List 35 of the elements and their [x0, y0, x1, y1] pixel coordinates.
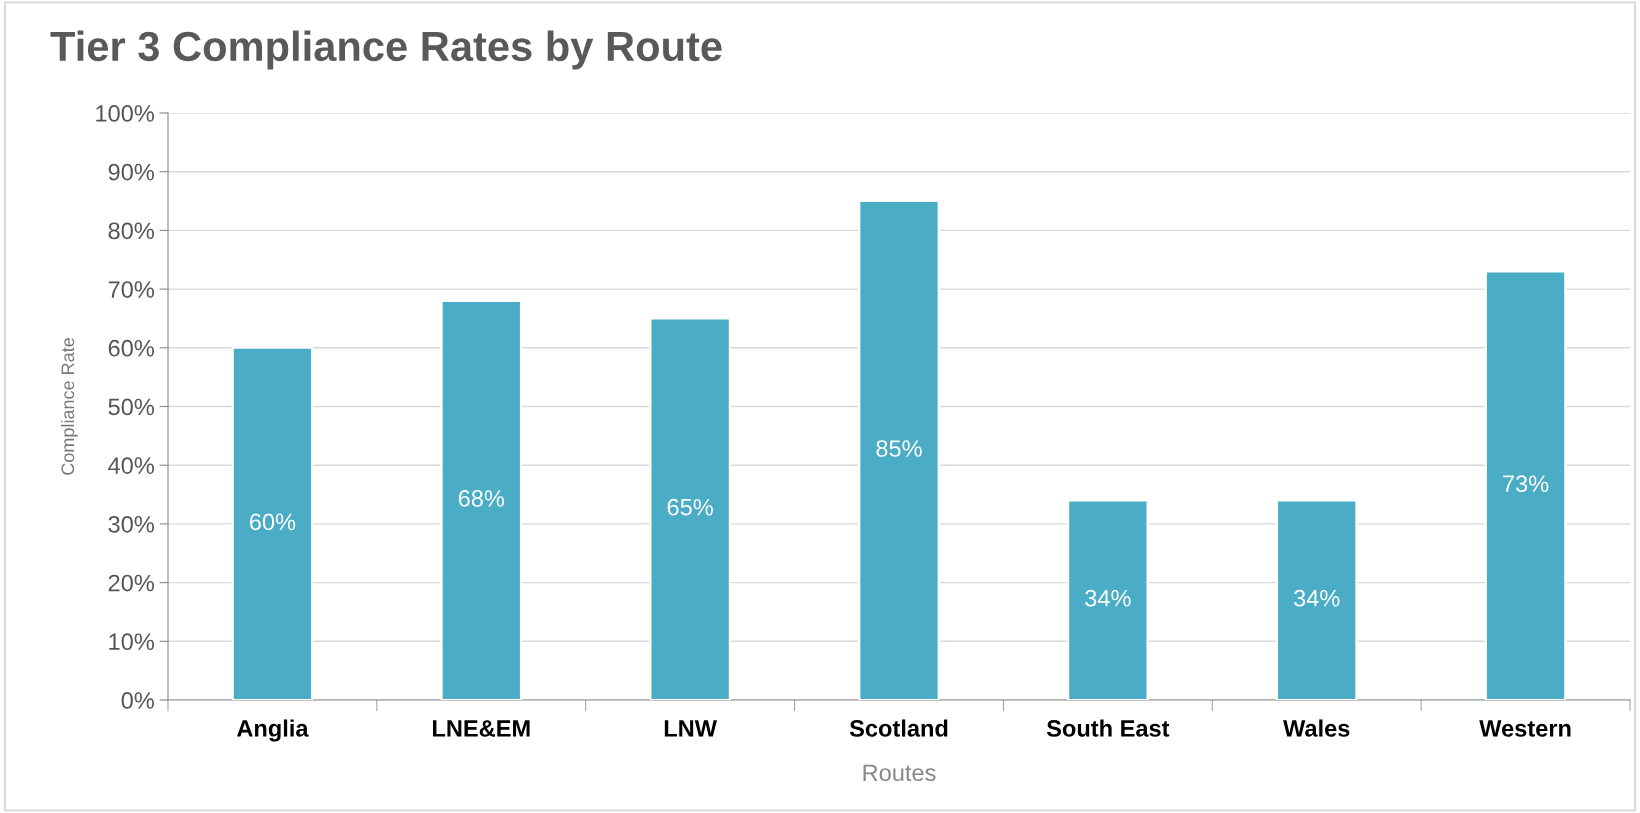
y-tick-label: 40%: [108, 457, 154, 474]
x-tick-label: Anglia: [236, 719, 309, 742]
bar: [858, 200, 940, 700]
y-tick-label: 30%: [108, 515, 154, 533]
bar: [1484, 270, 1567, 700]
x-axis-title: Routes: [863, 764, 936, 782]
y-tick-label: 100%: [96, 105, 154, 122]
y-tick-label: 10%: [109, 633, 154, 651]
y-axis-title: Compliance Rate: [60, 338, 78, 475]
x-tick-label: Western: [1479, 720, 1571, 737]
bar: [1067, 499, 1149, 700]
data-label: 34%: [1293, 589, 1340, 607]
x-tick-label: South East: [1046, 719, 1170, 737]
y-tick-label: 0%: [121, 692, 154, 709]
data-label: 65%: [667, 498, 713, 516]
x-tick-label: LNW: [664, 720, 717, 737]
chart-title: Tier 3 Compliance Rates by Route: [50, 30, 722, 70]
x-tick-label: Scotland: [849, 719, 948, 737]
data-label: 34%: [1085, 589, 1131, 607]
y-tick-label: 70%: [108, 281, 154, 298]
y-tick-label: 50%: [108, 398, 154, 416]
y-tick-label: 90%: [108, 163, 154, 181]
data-label: 73%: [1503, 475, 1549, 493]
data-label: 68%: [458, 490, 505, 507]
y-tick-label: 80%: [108, 222, 154, 240]
data-label: 85%: [876, 440, 922, 457]
y-tick-label: 20%: [108, 574, 154, 592]
x-tick-label: Wales: [1283, 719, 1350, 737]
y-tick-label: 60%: [108, 339, 154, 357]
data-label: 60%: [250, 513, 296, 531]
bar: [231, 346, 314, 700]
bar: [1275, 499, 1358, 700]
x-tick-label: LNE&EM: [433, 720, 530, 737]
bar: [649, 317, 731, 700]
bar: [440, 299, 523, 700]
